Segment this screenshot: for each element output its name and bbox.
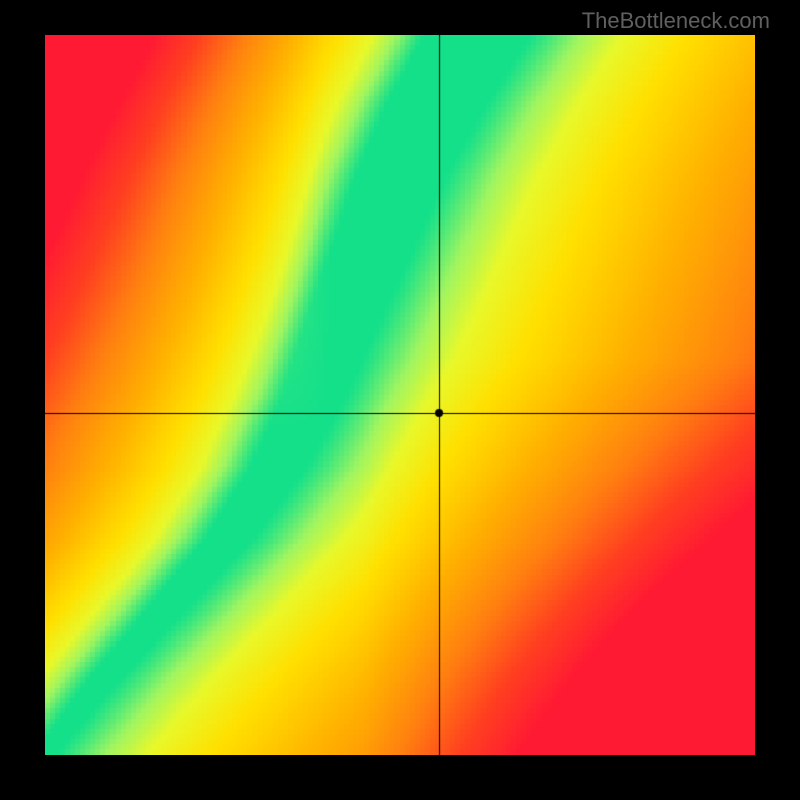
bottleneck-heatmap [45,35,755,755]
source-watermark: TheBottleneck.com [582,8,770,34]
